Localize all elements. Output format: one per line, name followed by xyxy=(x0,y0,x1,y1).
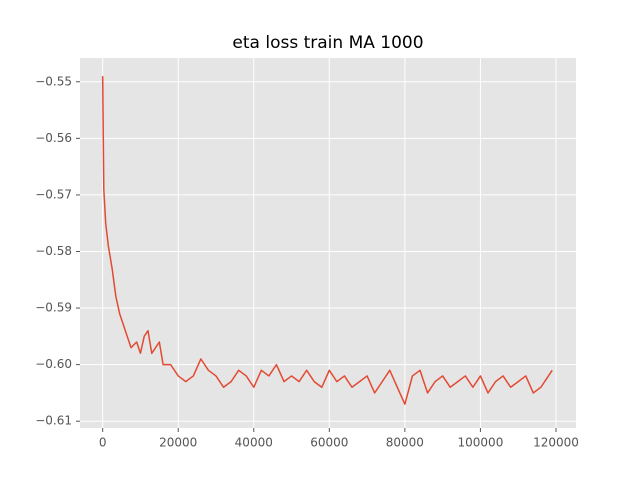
x-tick-label: 40000 xyxy=(235,436,273,450)
x-tick-label: 80000 xyxy=(386,436,424,450)
y-tick-label: −0.60 xyxy=(35,357,72,371)
line xyxy=(101,76,553,405)
x-tick-label: 60000 xyxy=(310,436,348,450)
y-tick-label: −0.61 xyxy=(35,414,72,428)
y-tick-label: −0.57 xyxy=(35,187,72,201)
y-tick-label: −0.56 xyxy=(35,131,72,145)
chart-title: eta loss train MA 1000 xyxy=(232,33,423,53)
x-tick-label: 100000 xyxy=(458,436,504,450)
x-tick-label: 20000 xyxy=(159,436,197,450)
y-tick-label: −0.58 xyxy=(35,244,72,258)
x-tick-label: 0 xyxy=(99,436,107,450)
y-tick-label: −0.55 xyxy=(35,74,72,88)
y-tick-label: −0.59 xyxy=(35,301,72,315)
plot-area xyxy=(80,58,576,428)
x-tick-label: 120000 xyxy=(533,436,579,450)
